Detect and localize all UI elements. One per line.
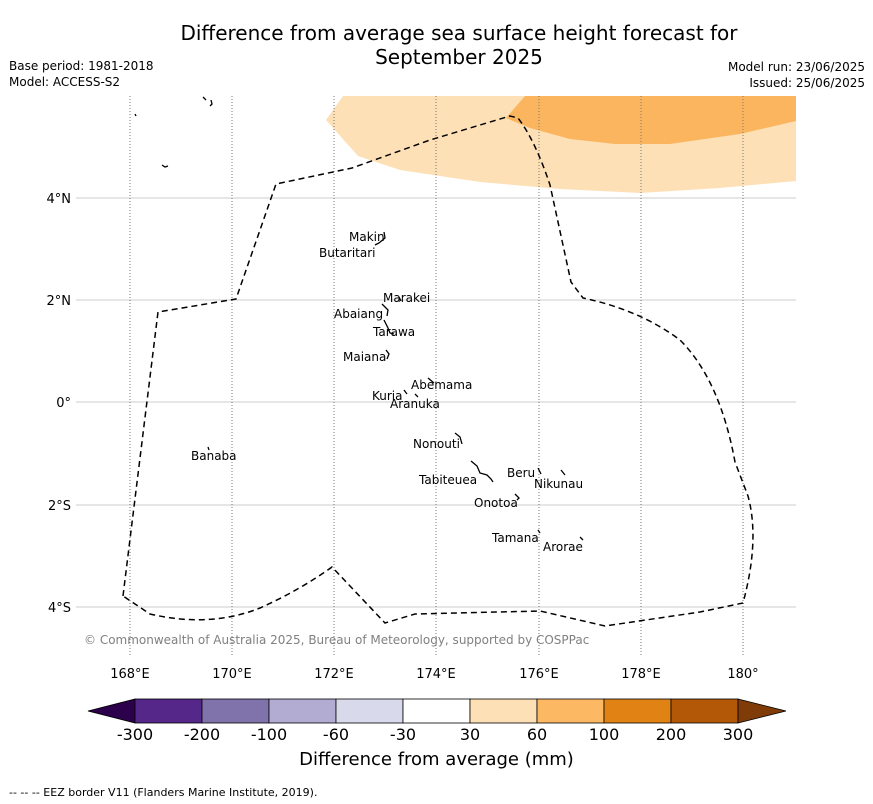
colorbar-segment (134, 698, 203, 724)
place-label: Nikunau (534, 477, 583, 491)
lon-label: 176°E (519, 667, 559, 682)
place-label: Makin (349, 230, 385, 244)
colorbar-tick-label: 100 (589, 725, 620, 744)
colorbar-tick-labels: -300 -200 -100 -60 -30 30 60 100 200 300 (117, 725, 753, 744)
lat-label: 2°S (48, 499, 71, 514)
colorbar-extend-high (737, 698, 787, 724)
lat-label: 4°S (48, 601, 71, 616)
colorbar-tick-label: 60 (527, 725, 547, 744)
model-text: Model: ACCESS-S2 (9, 75, 121, 89)
place-label: Banaba (191, 449, 237, 463)
shading-60-100 (506, 96, 796, 144)
lat-label: 4°N (47, 192, 72, 207)
place-label: Nonouti (413, 437, 460, 451)
place-label: Onotoa (474, 496, 518, 510)
place-label: Aranuka (390, 397, 440, 411)
colorbar-segment (335, 698, 404, 724)
place-label: Marakei (383, 291, 430, 305)
colorbar-tick-label: -100 (251, 725, 287, 744)
place-label: Maiana (343, 350, 386, 364)
place-label: Arorae (543, 540, 583, 554)
place-label: Abaiang (334, 307, 383, 321)
longitude-gridlines (129, 96, 744, 656)
eez-border (122, 115, 754, 627)
place-label: Kuria (372, 389, 403, 403)
lon-label: 172°E (314, 667, 354, 682)
colorbar-segment (469, 698, 538, 724)
lon-label: 168°E (110, 667, 150, 682)
lat-label: 0° (56, 396, 71, 411)
colorbar-segment (201, 698, 270, 724)
place-label: Tarawa (372, 325, 415, 339)
colorbar-title: Difference from average (mm) (299, 749, 574, 770)
colorbar-segment (603, 698, 672, 724)
lon-label: 178°E (621, 667, 661, 682)
colorbar-segment (402, 698, 471, 724)
colorbar-tick-label: 30 (460, 725, 480, 744)
footer-note: -- -- -- EEZ border V11 (Flanders Marine… (9, 786, 318, 799)
copyright-text: © Commonwealth of Australia 2025, Bureau… (84, 633, 589, 647)
anomaly-shading (326, 96, 796, 193)
place-labels: Makin Butaritari Marakei Abaiang Tarawa … (191, 230, 583, 554)
colorbar (87, 698, 787, 724)
lon-label: 180° (727, 667, 758, 682)
colorbar-tick-label: -30 (390, 725, 416, 744)
meta-left: Base period: 1981-2018 Model: ACCESS-S2 (9, 58, 154, 90)
place-label: Tabiteuea (418, 473, 477, 487)
base-period-text: Base period: 1981-2018 (9, 59, 154, 73)
longitude-labels: 168°E 170°E 172°E 174°E 176°E 178°E 180° (110, 667, 758, 682)
colorbar-segment (536, 698, 605, 724)
meta-right: Model run: 23/06/2025 Issued: 25/06/2025 (728, 59, 865, 91)
place-label: Beru (507, 466, 535, 480)
colorbar-tick-label: -200 (184, 725, 220, 744)
colorbar-tick-label: -300 (117, 725, 153, 744)
colorbar-tick-label: -60 (323, 725, 349, 744)
colorbar-extend-low (87, 698, 136, 724)
lon-label: 174°E (416, 667, 456, 682)
island-outlines (134, 96, 584, 541)
place-label: Abemama (411, 378, 472, 392)
colorbar-segment (268, 698, 337, 724)
map-title: Difference from average sea surface heig… (0, 21, 873, 69)
model-run-text: Model run: 23/06/2025 (727, 60, 865, 74)
title-line-1: Difference from average sea surface heig… (180, 21, 738, 45)
place-label: Tamana (491, 531, 539, 545)
title-line-2: September 2025 (375, 45, 543, 69)
colorbar-segment (670, 698, 739, 724)
lon-label: 170°E (212, 667, 252, 682)
latitude-labels: 4°N 2°N 0° 2°S 4°S (47, 192, 72, 616)
colorbar-tick-label: 200 (656, 725, 687, 744)
lat-label: 2°N (47, 294, 72, 309)
place-label: Butaritari (319, 246, 376, 260)
colorbar-tick-label: 300 (723, 725, 754, 744)
issued-text: Issued: 25/06/2025 (749, 76, 865, 90)
